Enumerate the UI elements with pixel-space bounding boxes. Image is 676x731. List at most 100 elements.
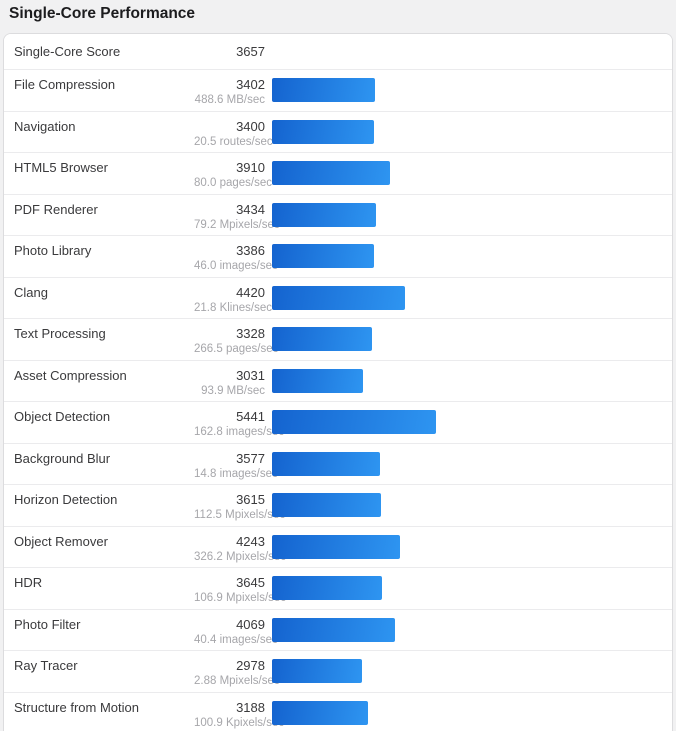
workload-rate: 93.9 MB/sec <box>201 384 265 397</box>
bar-track <box>265 568 672 609</box>
workload-score: 3031 <box>236 367 265 383</box>
score-bar <box>272 659 362 684</box>
workload-name: Asset Compression <box>14 367 127 383</box>
workload-score-cell: 5441 162.8 images/sec <box>194 402 285 439</box>
table-row: Photo Filter 4069 40.4 images/sec <box>4 608 672 651</box>
workload-score: 3188 <box>236 699 265 715</box>
workload-rate: 79.2 Mpixels/sec <box>194 218 280 231</box>
workload-name: Text Processing <box>14 326 106 341</box>
bar-track <box>265 651 672 692</box>
workload-rate: 100.9 Kpixels/sec <box>194 716 285 729</box>
table-row: Background Blur 3577 14.8 images/sec <box>4 442 672 485</box>
table-row: Horizon Detection 3615 112.5 Mpixels/sec <box>4 484 672 526</box>
score-bar <box>272 368 363 393</box>
workload-rate: 112.5 Mpixels/sec <box>194 509 286 521</box>
workload-score-cell: 3328 266.5 pages/sec <box>194 319 279 356</box>
workload-name: Background Blur <box>14 450 111 466</box>
score-bar <box>272 700 368 725</box>
workload-score: 3615 <box>236 492 265 507</box>
bar-track <box>265 527 672 568</box>
table-row: HTML5 Browser 3910 80.0 pages/sec <box>4 152 672 194</box>
workload-score: 4069 <box>236 616 265 632</box>
bar-track <box>265 693 672 731</box>
workload-name: Clang <box>14 284 48 300</box>
workload-score-cell: 3910 80.0 pages/sec <box>194 153 273 190</box>
workload-name: PDF Renderer <box>14 201 98 217</box>
workload-score-cell: 4069 40.4 images/sec <box>194 610 278 647</box>
benchmark-table-body: File Compression 3402 488.6 MB/sec Navig… <box>4 69 672 731</box>
score-bar <box>272 244 374 269</box>
bar-track <box>265 112 672 153</box>
workload-rate: 80.0 pages/sec <box>194 177 273 189</box>
workload-rate: 266.5 pages/sec <box>194 343 279 355</box>
workload-name: Navigation <box>14 118 76 134</box>
summary-label: Single-Core Score <box>14 44 121 59</box>
workload-name: Photo Library <box>14 243 92 258</box>
workload-score: 3577 <box>236 450 265 466</box>
table-row: Navigation 3400 20.5 routes/sec <box>4 110 672 153</box>
workload-name: HDR <box>14 575 43 590</box>
table-row: PDF Renderer 3434 79.2 Mpixels/sec <box>4 193 672 235</box>
page-title: Single-Core Performance <box>9 5 196 22</box>
bar-track <box>265 153 672 194</box>
score-bar <box>272 78 375 103</box>
summary-bar-track <box>265 34 672 69</box>
workload-score-cell: 3434 79.2 Mpixels/sec <box>194 195 280 232</box>
workload-rate: 46.0 images/sec <box>194 260 278 272</box>
score-bar <box>272 534 400 559</box>
workload-name: Structure from Motion <box>14 699 139 715</box>
workload-name: File Compression <box>14 77 116 92</box>
score-bar <box>272 617 395 642</box>
workload-name: HTML5 Browser <box>14 160 108 175</box>
workload-name: Object Remover <box>14 533 108 549</box>
workload-score-cell: 3400 20.5 routes/sec <box>194 112 273 149</box>
workload-rate: 14.8 images/sec <box>194 467 278 480</box>
workload-score: 4243 <box>236 533 265 549</box>
workload-name: Object Detection <box>14 409 111 424</box>
workload-score: 3328 <box>236 326 265 341</box>
score-bar <box>272 451 380 476</box>
workload-rate: 40.4 images/sec <box>194 633 278 646</box>
workload-score-cell: 4420 21.8 Klines/sec <box>194 278 272 315</box>
workload-score-cell: 3645 106.9 Mpixels/sec <box>194 568 286 605</box>
workload-score: 3910 <box>236 160 265 175</box>
summary-score: 3657 <box>236 44 265 59</box>
table-row: Photo Library 3386 46.0 images/sec <box>4 235 672 277</box>
score-bar <box>272 493 381 518</box>
workload-rate: 2.88 Mpixels/sec <box>194 675 280 687</box>
workload-rate: 326.2 Mpixels/sec <box>194 550 287 563</box>
table-row: Clang 4420 21.8 Klines/sec <box>4 276 672 318</box>
workload-name: Horizon Detection <box>14 492 118 507</box>
workload-score-cell: 3188 100.9 Kpixels/sec <box>194 693 285 730</box>
workload-score-cell: 3402 488.6 MB/sec <box>194 70 265 107</box>
table-row: Object Remover 4243 326.2 Mpixels/sec <box>4 525 672 568</box>
bar-track <box>265 610 672 651</box>
table-row: File Compression 3402 488.6 MB/sec <box>4 69 672 111</box>
score-bar <box>272 410 436 435</box>
bar-track <box>265 236 672 277</box>
benchmark-table: Single-Core Score 3657 File Compression … <box>3 33 673 731</box>
workload-score-cell: 2978 2.88 Mpixels/sec <box>194 651 280 688</box>
bar-track <box>265 444 672 485</box>
score-bar <box>272 119 374 144</box>
workload-score: 4420 <box>236 284 265 300</box>
workload-score: 5441 <box>236 409 265 424</box>
workload-rate: 162.8 images/sec <box>194 426 285 438</box>
bar-track <box>265 361 672 402</box>
table-row: Text Processing 3328 266.5 pages/sec <box>4 318 672 360</box>
workload-score: 3400 <box>236 118 265 134</box>
score-bar <box>272 327 372 352</box>
table-row: Ray Tracer 2978 2.88 Mpixels/sec <box>4 650 672 692</box>
workload-rate: 20.5 routes/sec <box>194 135 273 148</box>
score-bar <box>272 161 390 186</box>
workload-score-cell: 3615 112.5 Mpixels/sec <box>194 485 286 522</box>
bar-track <box>265 70 672 111</box>
table-row: HDR 3645 106.9 Mpixels/sec <box>4 567 672 609</box>
workload-rate: 21.8 Klines/sec <box>194 301 272 314</box>
score-bar <box>272 202 376 227</box>
bar-track <box>265 319 672 360</box>
workload-score: 3434 <box>236 201 265 217</box>
bar-track <box>265 402 672 443</box>
workload-name: Ray Tracer <box>14 658 78 673</box>
